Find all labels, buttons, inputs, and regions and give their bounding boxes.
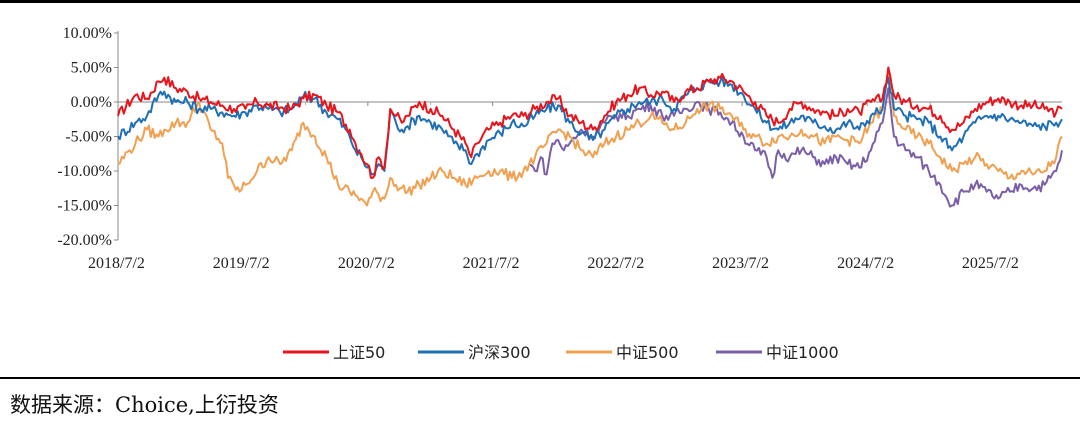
series-layer (117, 66, 1063, 208)
x-tick-label: 2019/7/2 (213, 255, 270, 272)
top-rule (0, 0, 1080, 3)
x-tick-label: 2025/7/2 (962, 255, 1019, 272)
legend-label: 中证500 (616, 343, 679, 360)
x-tick-label: 2021/7/2 (463, 255, 520, 272)
series-line (117, 73, 1063, 207)
y-tick-label: 5.00% (71, 60, 112, 77)
x-tick-label: 2020/7/2 (338, 255, 395, 272)
legend-label: 沪深300 (468, 343, 531, 360)
x-tick-label: 2024/7/2 (837, 255, 894, 272)
y-axis: 10.00% 5.00% 0.00% -5.00% -10.00% -15.00% -20.… (57, 25, 119, 249)
y-tick-label: -15.00% (57, 198, 112, 215)
legend-label: 上证50 (333, 343, 385, 360)
series-line (528, 87, 1063, 208)
series-line (117, 66, 1063, 179)
y-tick-label: -10.00% (57, 163, 112, 180)
x-tick-label: 2022/7/2 (587, 255, 644, 272)
y-tick-label: 10.00% (63, 25, 112, 42)
legend-label: 中证1000 (766, 343, 839, 360)
legend: 上证50 沪深300 中证500 中证1000 (283, 343, 839, 360)
x-tick-label: 2023/7/2 (712, 255, 769, 272)
bottom-rule (0, 377, 1080, 379)
y-tick-label: -20.00% (57, 232, 112, 249)
line-chart: 10.00% 5.00% 0.00% -5.00% -10.00% -15.00% -20.… (57, 25, 1063, 360)
series-line (117, 75, 1063, 176)
x-tick-label: 2018/7/2 (88, 255, 145, 272)
y-tick-label: 0.00% (71, 94, 112, 111)
source-note: 数据来源：Choice,上衍投资 (10, 393, 279, 417)
y-tick-label: -5.00% (65, 129, 112, 146)
